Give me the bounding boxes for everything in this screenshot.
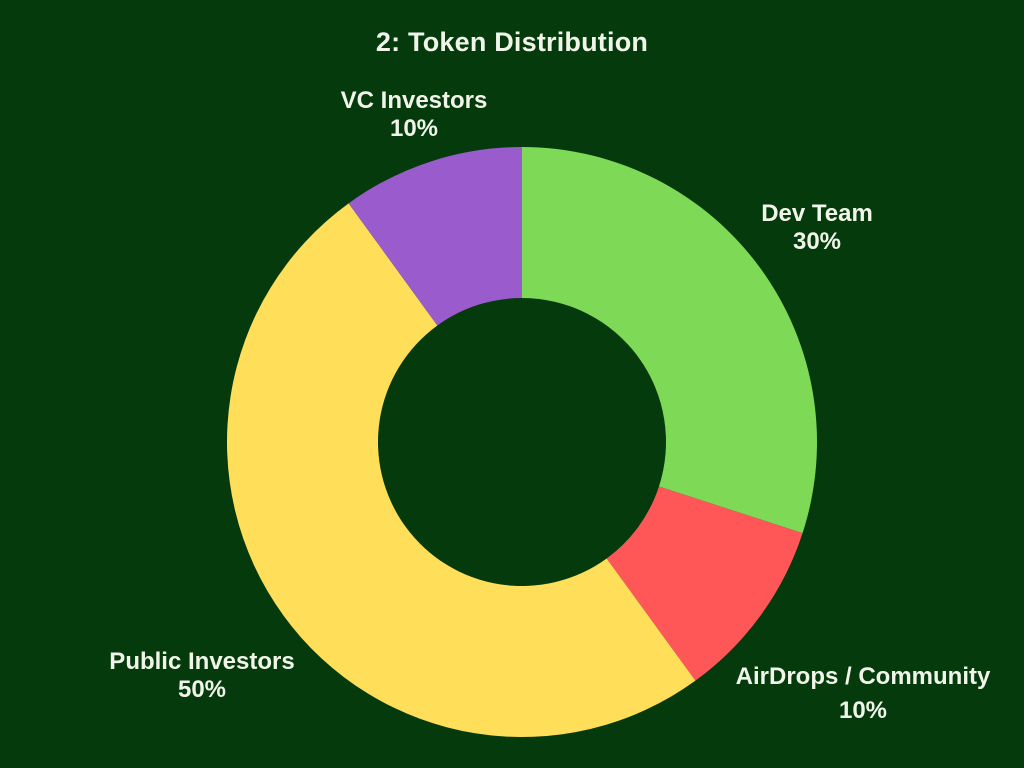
- donut-segment-public-investors: [226, 203, 696, 738]
- slice-percent-text: 10%: [389, 115, 439, 142]
- slice-label-text: VC Investors: [340, 87, 488, 114]
- label-airdrops-community: AirDrops / Community 10%: [736, 663, 991, 725]
- chart-title: 2: Token Distribution: [375, 27, 649, 57]
- label-public-investors: Public Investors 50%: [109, 648, 294, 704]
- slice-label-text: Dev Team: [761, 200, 873, 227]
- slice-percent-text: 30%: [792, 228, 842, 255]
- label-dev-team: Dev Team 30%: [761, 200, 873, 256]
- donut-segment-dev-team: [522, 147, 817, 534]
- slice-label-text: AirDrops / Community: [735, 663, 991, 690]
- slice-label-text: Public Investors: [109, 648, 295, 675]
- donut-segment-vc-investors: [348, 147, 522, 326]
- label-vc-investors: VC Investors 10%: [341, 87, 488, 143]
- donut-segment-airdrops-community: [606, 486, 803, 681]
- slice-percent-text: 10%: [838, 697, 888, 724]
- slice-percent-text: 50%: [177, 676, 227, 703]
